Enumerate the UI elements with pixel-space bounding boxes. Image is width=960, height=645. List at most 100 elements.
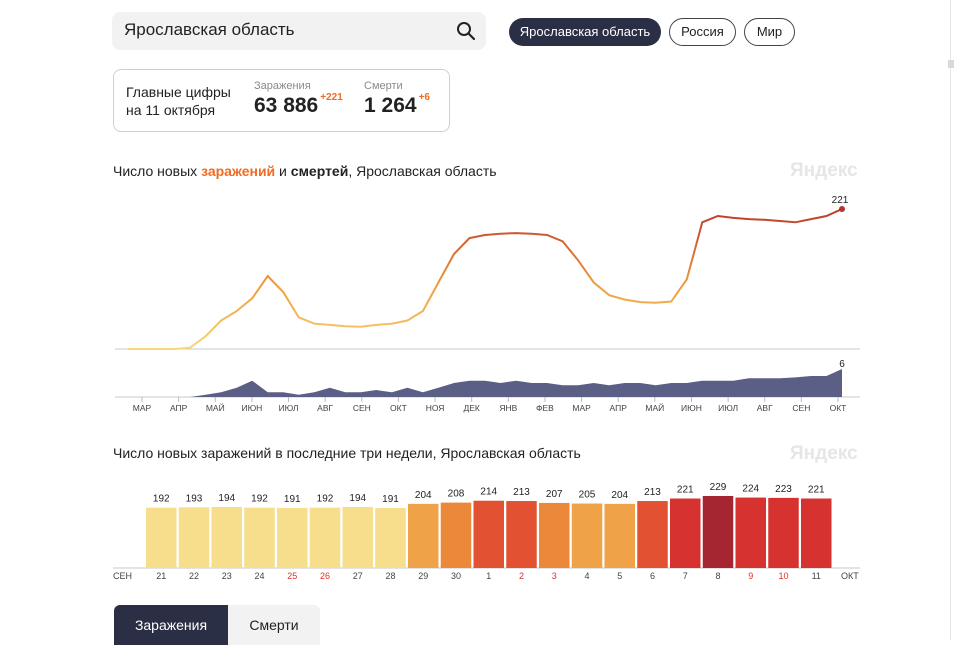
bar-category-label: 28 [385, 571, 395, 581]
x-tick-label: ОКТ [830, 403, 847, 413]
bar-value-label: 194 [349, 493, 366, 504]
bar-category-label: 21 [156, 571, 166, 581]
bar-value-label: 204 [415, 490, 432, 501]
bar [309, 507, 341, 568]
chart1-title: Число новых заражений и смертей, Ярослав… [113, 163, 497, 179]
bar-value-label: 224 [742, 484, 759, 495]
bar [637, 501, 668, 568]
bar-value-label: 213 [644, 487, 661, 498]
bar-value-label: 192 [153, 494, 170, 505]
x-tick-label: СЕН [792, 403, 810, 413]
bar-value-label: 194 [218, 493, 235, 504]
search-icon[interactable] [456, 21, 476, 41]
x-tick-label: ОКТ [390, 403, 407, 413]
bar [277, 507, 308, 568]
bar-category-label: 5 [617, 571, 622, 581]
bar-value-label: 213 [513, 487, 530, 498]
bar [375, 507, 406, 568]
bar-category-label: 26 [320, 571, 330, 581]
bar [408, 503, 439, 568]
x-tick-label: МАЙ [645, 402, 664, 413]
infections-delta: +221 [320, 92, 343, 103]
tab-world[interactable]: Мир [744, 18, 795, 46]
bar-category-label: 23 [222, 571, 232, 581]
bar-category-label: 7 [683, 571, 688, 581]
deaths-area [128, 369, 842, 397]
bar [146, 507, 177, 568]
bar-category-label: 3 [552, 571, 557, 581]
infections-stat: Заражения 63 886 +221 [254, 80, 343, 118]
bar-value-label: 207 [546, 489, 563, 500]
tab-region[interactable]: Ярославская область [509, 18, 661, 46]
bar [342, 507, 373, 568]
infections-line [128, 208, 843, 350]
bar [539, 502, 570, 568]
bar [735, 497, 766, 568]
search-box[interactable]: Ярославская область [112, 12, 486, 50]
bar [506, 501, 537, 568]
bar [440, 502, 472, 568]
bar [473, 500, 504, 568]
bar-value-label: 214 [480, 487, 497, 498]
bar [211, 507, 242, 568]
bar-value-label: 221 [677, 485, 694, 496]
deaths-last-label: 6 [839, 359, 845, 370]
bar-value-label: 193 [186, 493, 203, 504]
deaths-delta: +6 [418, 92, 430, 103]
bar-category-label: 25 [287, 571, 297, 581]
x-tick-label: МАР [133, 403, 152, 413]
bar-value-label: 229 [710, 482, 727, 493]
tab-deaths[interactable]: Смерти [228, 605, 320, 645]
chart2-title: Число новых заражений в последние три не… [113, 445, 581, 461]
month-end-label: ОКТ [841, 571, 859, 581]
bar-category-label: 9 [748, 571, 753, 581]
bar [670, 498, 701, 568]
x-tick-label: ФЕВ [536, 403, 554, 413]
x-tick-label: ЯНВ [499, 403, 517, 413]
bar-value-label: 192 [317, 494, 334, 505]
x-tick-label: ИЮН [241, 403, 262, 413]
chart1-x-axis: МАР АПР МАЙ ИЮН ИЮЛ АВГ СЕН ОКТ НОЯ ДЕК ЯНВ ФЕВ МАР А… [133, 397, 847, 413]
bar-category-label: 2 [519, 571, 524, 581]
deaths-value: 1 264 [364, 94, 417, 117]
bar [244, 507, 275, 568]
summary-title: Главные цифры на 11 октября [126, 84, 231, 118]
tab-infections[interactable]: Заражения [114, 605, 228, 645]
tab-russia[interactable]: Россия [669, 18, 736, 46]
bar-category-label: 22 [189, 571, 199, 581]
bar-category-label: 10 [778, 571, 788, 581]
infections-last-label: 221 [832, 195, 849, 206]
x-tick-label: СЕН [353, 403, 371, 413]
bar-value-label: 208 [448, 489, 465, 500]
x-tick-label: АПР [170, 403, 188, 413]
bar-value-label: 205 [579, 490, 596, 501]
bar-category-label: 24 [254, 571, 264, 581]
bar [604, 503, 635, 568]
x-tick-label: ДЕК [463, 403, 479, 413]
bar-category-label: 4 [584, 571, 589, 581]
chart2-watermark: Яндекс [790, 443, 858, 464]
bars-group: 1922119322194231922419125192261942719128… [113, 482, 859, 581]
x-tick-label: ИЮН [681, 403, 702, 413]
bar-category-label: 8 [715, 571, 720, 581]
bar-category-label: 29 [418, 571, 428, 581]
bar-value-label: 221 [808, 485, 825, 496]
bar-category-label: 11 [812, 571, 821, 581]
deaths-stat: Смерти 1 264 +6 [364, 80, 430, 118]
scroll-marker [948, 60, 954, 68]
bar-category-label: 30 [451, 571, 461, 581]
summary-card: Главные цифры на 11 октября Заражения 63… [113, 69, 450, 132]
bar [801, 498, 832, 568]
bar-value-label: 204 [611, 490, 628, 501]
bar [702, 496, 734, 568]
x-tick-label: ИЮЛ [279, 403, 299, 413]
infections-last-point [839, 206, 845, 212]
infections-value: 63 886 [254, 94, 319, 117]
deaths-label: Смерти [364, 80, 403, 92]
x-tick-label: АВГ [757, 403, 773, 413]
bar-value-label: 192 [251, 494, 268, 505]
x-tick-label: МАЙ [206, 402, 225, 413]
bar [571, 503, 603, 568]
search-input[interactable]: Ярославская область [124, 20, 295, 39]
